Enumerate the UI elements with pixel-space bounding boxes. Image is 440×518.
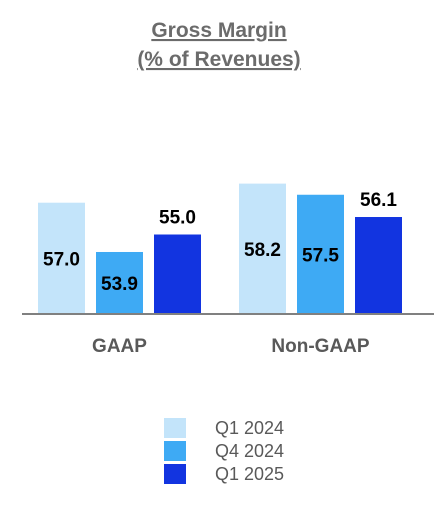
value-label: 55.0 [159, 208, 196, 229]
bar-non-gaap-q1-2024 [239, 183, 286, 314]
category-label-gaap: GAAP [92, 336, 147, 357]
bar-non-gaap-q1-2025 [355, 217, 402, 314]
value-label: 57.5 [302, 245, 339, 266]
value-labels-group: 57.0 53.9 55.0 58.2 57.5 56.1 [43, 190, 397, 295]
value-label: 58.2 [244, 240, 281, 261]
legend-swatch [164, 464, 186, 484]
category-labels-group: GAAP Non-GAAP [92, 336, 370, 357]
legend-swatch [164, 441, 186, 461]
bars-group [38, 183, 402, 314]
chart-title: Gross Margin [151, 19, 286, 42]
legend: Q1 2024 Q4 2024 Q1 2025 [164, 418, 284, 484]
bar-gaap-q1-2024 [38, 202, 85, 314]
bar-non-gaap-q4-2024 [297, 194, 344, 314]
category-label-non-gaap: Non-GAAP [271, 336, 369, 357]
bar-gaap-q4-2024 [96, 251, 143, 314]
legend-label: Q4 2024 [215, 441, 284, 461]
chart-subtitle: (% of Revenues) [137, 48, 300, 71]
legend-label: Q1 2024 [215, 418, 284, 438]
value-label: 57.0 [43, 249, 80, 270]
value-label: 56.1 [360, 190, 397, 211]
legend-swatch [164, 418, 186, 438]
value-label: 53.9 [101, 274, 138, 295]
bar-gaap-q1-2025 [154, 234, 201, 314]
legend-label: Q1 2025 [215, 464, 284, 484]
